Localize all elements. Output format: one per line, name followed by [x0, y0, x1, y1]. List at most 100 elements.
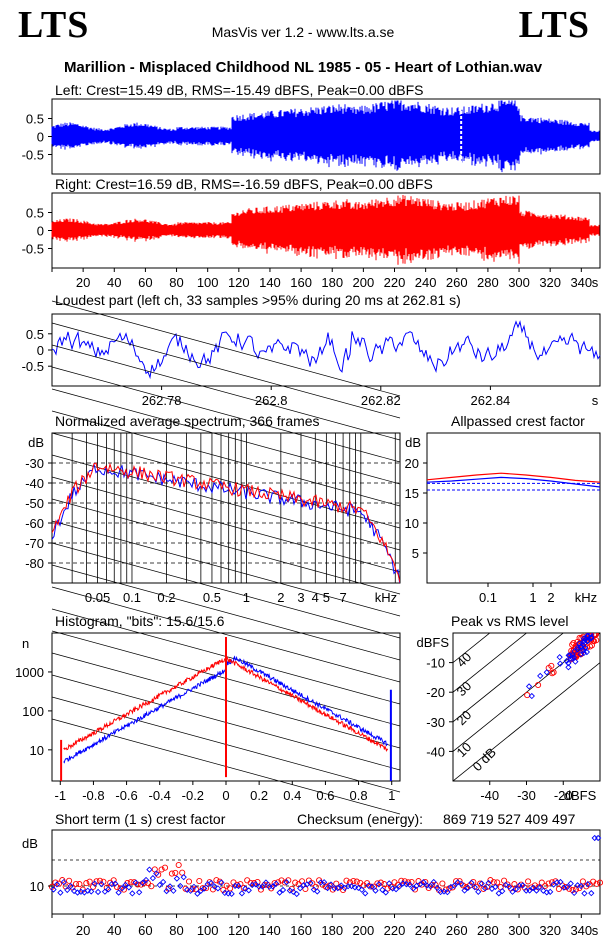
- crest-point-left: [231, 882, 239, 890]
- peakrms-point-left: [537, 672, 544, 680]
- crest-point-left: [149, 875, 157, 882]
- crest-xtick-label: 60: [138, 923, 152, 938]
- crest-point-left: [228, 890, 235, 897]
- crest-point-left: [327, 881, 335, 888]
- crest-point-left: [180, 873, 187, 881]
- crest-point-left: [471, 884, 478, 891]
- crest-point-left: [440, 888, 448, 895]
- peakrms-crest-line: [453, 633, 491, 663]
- peakrms-point-right: [592, 633, 599, 638]
- allpass-xtick-label: 0.1: [479, 590, 497, 605]
- spectrum-title: Normalized average spectrum, 366 frames: [55, 413, 320, 429]
- crest-point-right: [240, 884, 247, 891]
- peakrms-points: [524, 633, 600, 700]
- crest-point-right: [596, 879, 604, 886]
- peakrms-point-left: [584, 633, 591, 639]
- crest-point-right: [83, 880, 90, 887]
- spectrum-xunit: kHz: [375, 590, 397, 605]
- crest-point-left: [372, 887, 379, 894]
- loudest-xtick-label: 262.8: [255, 393, 288, 408]
- spectrum-xtick-label: 3: [297, 590, 304, 605]
- crest-point-right: [48, 883, 56, 890]
- crest-point-left: [129, 890, 136, 897]
- histogram-xtick-label: 0.8: [350, 788, 368, 803]
- crest-point-left: [567, 880, 574, 887]
- crest-point-right: [114, 884, 121, 891]
- right-waveform-ytick-label: -0.5: [22, 242, 44, 257]
- version-text: MasVis ver 1.2 - www.lts.a.se: [211, 24, 395, 40]
- crest-point-right: [439, 880, 446, 887]
- crest-point-left: [60, 878, 67, 886]
- peakrms-xtick-label: -40: [480, 788, 499, 803]
- crest-point-right: [66, 877, 73, 884]
- peakrms-ytick-label: -10: [426, 656, 445, 671]
- crest-point-left: [571, 889, 578, 897]
- crest-point-right: [343, 877, 350, 884]
- crest-xtick-label: 140: [259, 923, 281, 938]
- crest-title: Short term (1 s) crest factor: [55, 811, 226, 827]
- peakrms-xtick-label: -30: [517, 788, 536, 803]
- crest-point-left: [201, 885, 208, 892]
- crest-point-left: [588, 890, 595, 897]
- crest-point-left: [190, 883, 198, 890]
- crest-point-left: [594, 834, 602, 842]
- spectrum-ytick-label: -50: [25, 496, 44, 511]
- peakrms-point-left: [587, 633, 594, 638]
- crest-xtick-label: 280: [477, 923, 499, 938]
- spectrum-xtick-label: 1: [243, 590, 250, 605]
- crest-point-left: [187, 887, 194, 894]
- crest-point-left: [105, 886, 112, 893]
- histogram-xtick-label: 0: [222, 788, 229, 803]
- crest-point-right: [86, 878, 93, 885]
- spectrum-frame: [51, 432, 401, 584]
- crest-frame: [51, 829, 601, 915]
- crest-point-left: [50, 886, 57, 893]
- crest-point-left: [293, 890, 300, 898]
- time-axis-tick-label: 140: [259, 275, 281, 290]
- spectrum-slope-line: [51, 388, 401, 485]
- crest-point-left: [214, 885, 222, 892]
- loudest-trace: [51, 320, 601, 380]
- spectrum-ytick-label: -40: [25, 476, 44, 491]
- crest-point-right: [545, 880, 552, 887]
- histogram-xtick-label: -0.8: [82, 788, 104, 803]
- crest-point-left: [396, 883, 403, 890]
- spectrum-slope-line: [51, 300, 401, 397]
- crest-point-left: [269, 883, 276, 890]
- histogram-xtick-label: 1: [388, 788, 395, 803]
- peakrms-point-right: [588, 642, 595, 649]
- peakrms-point-left: [581, 644, 589, 651]
- crest-point-left: [276, 889, 283, 896]
- crest-point-left: [557, 878, 564, 886]
- crest-point-left: [512, 885, 520, 893]
- crest-point-left: [255, 883, 263, 890]
- crest-point-left: [283, 878, 290, 886]
- allpass-title: Allpassed crest factor: [451, 413, 585, 429]
- crest-point-left: [560, 884, 568, 891]
- crest-point-left: [225, 890, 232, 897]
- peakrms-ytick-label: -30: [426, 715, 445, 730]
- peakrms-crest-line: [453, 662, 600, 781]
- peakrms-point-left: [565, 659, 572, 667]
- peakrms-diag-label: 20: [454, 707, 475, 728]
- crest-point-left: [410, 885, 417, 892]
- crest-point-left: [427, 882, 434, 890]
- peakrms-point-left: [557, 660, 564, 667]
- crest-point-left: [505, 883, 513, 890]
- crest-point-left: [519, 882, 526, 889]
- time-axis-unit: s: [592, 275, 599, 290]
- peakrms-ytick-label: -40: [426, 744, 445, 759]
- crest-point-right: [227, 885, 234, 892]
- crest-point-left: [314, 888, 321, 895]
- loudest-xtick-label: 262.78: [142, 393, 182, 408]
- crest-point-left: [547, 888, 554, 895]
- spectrum-xtick-label: 0.2: [157, 590, 175, 605]
- crest-point-right: [429, 881, 436, 888]
- time-axis-tick-label: 340: [570, 275, 592, 290]
- crest-point-right: [117, 885, 124, 892]
- crest-point-left: [112, 880, 119, 887]
- spectrum-xtick-label: 5: [323, 590, 330, 605]
- crest-xtick-label: 300: [508, 923, 530, 938]
- crest-point-left: [540, 887, 547, 894]
